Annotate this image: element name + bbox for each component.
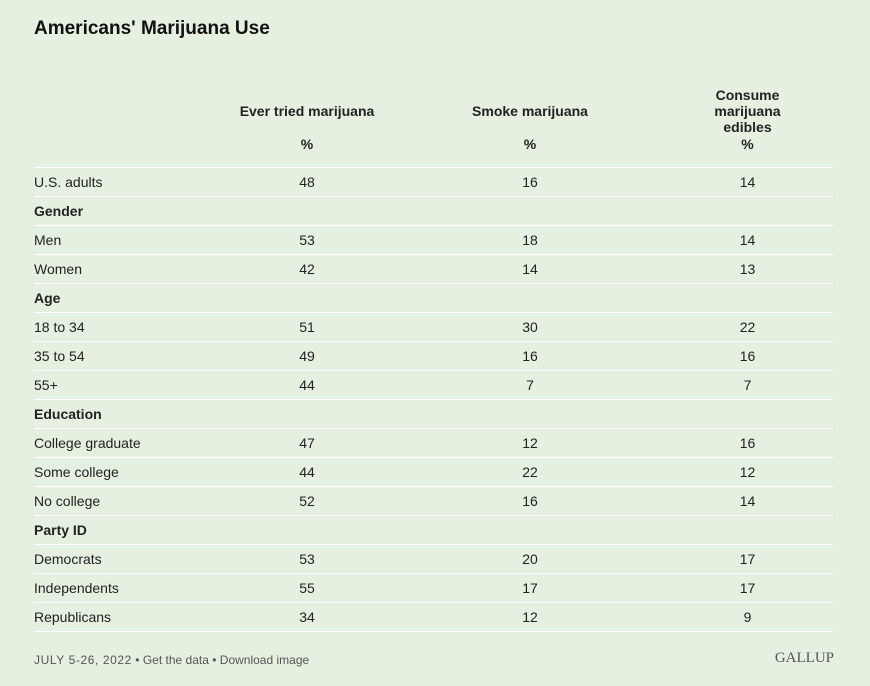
cell-value: 13 (739, 261, 756, 277)
survey-date: JULY 5-26, 2022 (34, 653, 132, 667)
table-row: 55+ 44 7 7 (34, 371, 833, 400)
cell-value: 53 (299, 551, 315, 567)
cell-value: 17 (522, 580, 538, 596)
cell-value: 53 (299, 232, 315, 248)
table-row: Democrats 53 20 17 (34, 545, 833, 574)
header-row: Ever tried marijuana Smoke marijuana Con… (34, 86, 833, 136)
cell-value: 14 (739, 232, 756, 248)
cell-value: 16 (739, 348, 756, 364)
table-row: U.S. adults 48 16 14 (34, 168, 833, 197)
separator: • (212, 653, 217, 667)
gallup-logo: GALLUP (774, 650, 834, 666)
row-label: Women (34, 261, 82, 277)
row-label: Republicans (34, 609, 112, 625)
row-label: 18 to 34 (34, 319, 85, 335)
cell-value: 52 (299, 493, 315, 509)
cell-value: 7 (743, 377, 752, 393)
download-image-link[interactable]: Download image (219, 653, 310, 667)
row-label: U.S. adults (34, 174, 103, 190)
group-label: Education (34, 406, 102, 422)
row-label: Democrats (34, 551, 102, 567)
cell-value: 55 (299, 580, 315, 596)
group-header-row: Age (34, 284, 833, 313)
cell-value: 7 (526, 377, 534, 393)
cell-value: 14 (739, 174, 756, 190)
cell-value: 42 (299, 261, 315, 277)
cell-value: 44 (299, 464, 315, 480)
unit-label: % (523, 136, 537, 152)
separator: • (135, 653, 140, 667)
table-row: 18 to 34 51 30 22 (34, 313, 833, 342)
group-header-row: Education (34, 400, 833, 429)
row-label: Some college (34, 464, 119, 480)
cell-value: 16 (522, 174, 538, 190)
cell-value: 12 (739, 464, 756, 480)
cell-value: 48 (299, 174, 315, 190)
cell-value: 18 (522, 232, 538, 248)
cell-value: 9 (743, 609, 752, 625)
table-row: College graduate 47 12 16 (34, 429, 833, 458)
cell-value: 49 (299, 348, 315, 364)
row-label: No college (34, 493, 101, 509)
cell-value: 16 (739, 435, 756, 451)
unit-row: % % % (34, 136, 833, 168)
cell-value: 44 (299, 377, 315, 393)
group-header-row: Party ID (34, 516, 833, 545)
column-header: Consume marijuana edibles (714, 87, 781, 135)
table-row: No college 52 16 14 (34, 487, 833, 516)
cell-value: 22 (739, 319, 756, 335)
table-row: Men 53 18 14 (34, 226, 833, 255)
group-label: Age (34, 290, 61, 306)
page-title: Americans' Marijuana Use (34, 18, 270, 39)
cell-value: 34 (299, 609, 315, 625)
table-row: Some college 44 22 12 (34, 458, 833, 487)
table-row: Women 42 14 13 (34, 255, 833, 284)
cell-value: 17 (739, 551, 756, 567)
data-table: Ever tried marijuana Smoke marijuana Con… (34, 86, 833, 632)
row-label: 35 to 54 (34, 348, 85, 364)
group-label: Party ID (34, 522, 87, 538)
footer: JULY 5-26, 2022 • Get the data • Downloa… (34, 653, 309, 667)
unit-label: % (300, 136, 314, 152)
table-row: Independents 55 17 17 (34, 574, 833, 603)
table-row: Republicans 34 12 9 (34, 603, 833, 632)
cell-value: 16 (522, 493, 538, 509)
row-label: Independents (34, 580, 119, 596)
cell-value: 22 (522, 464, 538, 480)
cell-value: 12 (522, 435, 538, 451)
cell-value: 17 (739, 580, 756, 596)
row-label: College graduate (34, 435, 141, 451)
get-data-link[interactable]: Get the data (142, 653, 209, 667)
table-body: U.S. adults 48 16 14 Gender Men 53 18 14 Women 42 1… (34, 168, 833, 632)
cell-value: 30 (522, 319, 538, 335)
row-label: Men (34, 232, 62, 248)
cell-value: 16 (522, 348, 538, 364)
cell-value: 12 (522, 609, 538, 625)
column-header: Ever tried marijuana (239, 103, 375, 119)
cell-value: 14 (739, 493, 756, 509)
cell-value: 47 (299, 435, 315, 451)
unit-label: % (741, 136, 754, 152)
cell-value: 14 (522, 261, 538, 277)
group-label: Gender (34, 203, 84, 219)
row-label: 55+ (34, 377, 58, 393)
group-header-row: Gender (34, 197, 833, 226)
cell-value: 20 (522, 551, 538, 567)
cell-value: 51 (299, 319, 315, 335)
table-row: 35 to 54 49 16 16 (34, 342, 833, 371)
column-header: Smoke marijuana (472, 103, 588, 119)
